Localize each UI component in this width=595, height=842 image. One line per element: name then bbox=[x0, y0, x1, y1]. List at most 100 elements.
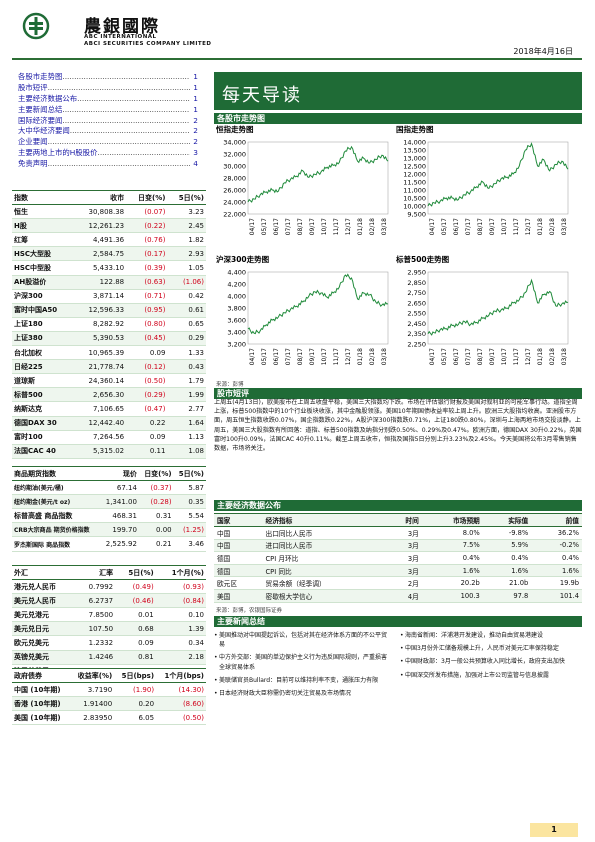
toc-item[interactable]: 企业要闻....................................… bbox=[18, 137, 198, 148]
toc-item[interactable]: 各股市走势图..................................… bbox=[18, 72, 198, 83]
table-cell: 1,341.00 bbox=[100, 494, 139, 510]
x-tick-label: 01/18 bbox=[357, 348, 364, 365]
table-cell: 密歇根大学信心 bbox=[262, 589, 386, 603]
table-cell: HSC大型股 bbox=[12, 246, 75, 262]
table-cell: 0.00 bbox=[138, 522, 174, 538]
table-cell: 8,282.92 bbox=[74, 317, 127, 332]
toc-item-label: 企业要闻 bbox=[18, 137, 48, 147]
abc-logo-icon bbox=[22, 12, 72, 40]
table-cell: 12,596.33 bbox=[74, 303, 127, 318]
econ-section-title: 主要经济数据公布 bbox=[214, 500, 582, 511]
table-cell: 1.13 bbox=[167, 430, 206, 445]
table-cell: (0.29) bbox=[126, 387, 168, 403]
plot-frame bbox=[247, 141, 389, 215]
table-cell: 0.35 bbox=[173, 494, 206, 510]
table-cell: 0.10 bbox=[155, 607, 206, 623]
x-tick-label: 12/17 bbox=[345, 218, 352, 235]
table-cell: 富时100 bbox=[12, 430, 75, 445]
table-cell: 1.79 bbox=[167, 373, 206, 389]
table-cell: (0.50) bbox=[126, 373, 168, 389]
toc-item[interactable]: 主要新闻总结..................................… bbox=[18, 105, 198, 116]
table-cell: 8.0% bbox=[421, 526, 483, 540]
table-cell: 12,442.40 bbox=[74, 416, 127, 431]
toc-item-page: 1 bbox=[193, 104, 198, 114]
x-tick-label: 10/17 bbox=[501, 218, 508, 235]
headline-item: 中方外交部：美国的单边保护主义行为违反国际规则，严重损害全球贸易体系 bbox=[214, 653, 392, 671]
table-header: 收市 bbox=[74, 189, 127, 206]
table-cell: 中国 bbox=[214, 526, 263, 540]
x-tick-label: 08/17 bbox=[297, 218, 304, 235]
y-tick-label: 4,200 bbox=[227, 281, 246, 289]
table-cell: 0.31 bbox=[138, 508, 174, 524]
x-tick-label: 05/17 bbox=[261, 348, 268, 365]
table-cell: 7.8500 bbox=[75, 607, 116, 623]
table-cell: 标普500 bbox=[12, 387, 75, 403]
table-cell: CPI 同比 bbox=[262, 564, 386, 578]
table-cell: 2,525.92 bbox=[100, 536, 139, 552]
table-cell: 2.77 bbox=[167, 401, 206, 417]
table-cell: 沪深300 bbox=[12, 289, 75, 304]
table-header: 实际值 bbox=[482, 513, 532, 527]
table-cell: 上证380 bbox=[12, 331, 75, 347]
x-tick-label: 09/17 bbox=[309, 348, 316, 365]
plot-frame bbox=[247, 271, 389, 345]
table-row: 法国CAC 40 5,315.02 0.11 1.08 bbox=[12, 444, 206, 459]
table-row: 港元兑人民币 0.7992 (0.49) (0.93) bbox=[12, 579, 206, 595]
indices-table: 指数 收市 日变(%) 5日(%) 恒生 30,808.38 (0.07) 3.23 H股 12,… bbox=[12, 189, 206, 459]
table-cell: (0.80) bbox=[126, 317, 168, 332]
y-tick-label: 13,500 bbox=[403, 147, 426, 155]
toc-item-page: 2 bbox=[193, 126, 198, 136]
table-cell: (0.95) bbox=[126, 303, 168, 318]
table-header: 汇率 bbox=[75, 564, 116, 581]
toc-item[interactable]: 主要两地上市的H股股价.............................… bbox=[18, 148, 198, 159]
table-cell: (0.63) bbox=[126, 275, 168, 290]
x-tick-label: 06/17 bbox=[453, 218, 460, 235]
headlines-left: 美国推动对中国提起诉讼，包括对其在经济体系方面的不公平贸易中方外交部：美国的单边… bbox=[214, 631, 392, 702]
table-cell: 20.2b bbox=[421, 576, 483, 590]
x-tick-label: 09/17 bbox=[309, 218, 316, 235]
table-cell: (0.28) bbox=[138, 494, 174, 510]
table-header: 指数 bbox=[12, 189, 75, 206]
table-cell: 36.2% bbox=[531, 526, 582, 540]
table-row: 标普高盛 商品指数 468.31 0.31 5.54 bbox=[12, 508, 206, 524]
table-row: 纽约期金(美元/t oz) 1,341.00 (0.28) 0.35 bbox=[12, 494, 206, 510]
table-cell: 0.61 bbox=[167, 303, 206, 318]
x-tick-label: 11/17 bbox=[513, 348, 520, 365]
table-cell: 德国 bbox=[214, 564, 263, 578]
table-cell: 1.39 bbox=[155, 621, 206, 637]
table-cell: (8.60) bbox=[156, 696, 206, 712]
table-cell: 107.50 bbox=[75, 621, 116, 637]
news-section-title: 股市短评 bbox=[214, 388, 582, 399]
toc-leader: ........................................… bbox=[47, 159, 190, 169]
x-tick-label: 07/17 bbox=[285, 348, 292, 365]
toc-item-page: 2 bbox=[193, 115, 198, 125]
table-cell: 5.54 bbox=[173, 508, 206, 524]
toc-item[interactable]: 主要经济数据公布................................… bbox=[18, 94, 198, 105]
table-cell: 3,871.14 bbox=[74, 289, 127, 304]
table-cell: 0.34 bbox=[155, 635, 206, 651]
y-tick-label: 12,000 bbox=[403, 171, 426, 179]
headline-item: 美国推动对中国提起诉讼，包括对其在经济体系方面的不公平贸易 bbox=[214, 631, 392, 649]
table-cell: 1.82 bbox=[167, 232, 206, 248]
table-cell: 0.11 bbox=[126, 444, 168, 459]
table-cell: 欧元兑美元 bbox=[12, 635, 76, 651]
table-row: 富时中国A50 12,596.33 (0.95) 0.61 bbox=[12, 303, 206, 318]
table-row: 恒生 30,808.38 (0.07) 3.23 bbox=[12, 204, 206, 220]
table-cell: 0.20 bbox=[114, 696, 157, 712]
table-cell: 5,433.10 bbox=[74, 260, 127, 276]
table-cell: 1.33 bbox=[167, 345, 206, 361]
x-tick-label: 05/17 bbox=[441, 218, 448, 235]
table-cell: 97.8 bbox=[482, 589, 532, 603]
y-tick-label: 14,000 bbox=[403, 139, 426, 147]
table-cell: 港元兑人民币 bbox=[12, 579, 76, 595]
table-cell: 1.64 bbox=[167, 416, 206, 431]
table-cell: 7.5% bbox=[421, 539, 483, 553]
table-row: 富时100 7,264.56 0.09 1.13 bbox=[12, 430, 206, 445]
table-row: AH股溢价 122.88 (0.63) (1.06) bbox=[12, 275, 206, 290]
toc-item[interactable]: 国际经济要闻..................................… bbox=[18, 116, 198, 127]
table-cell: 0.43 bbox=[167, 359, 206, 375]
toc-item[interactable]: 大中华经济要闻.................................… bbox=[18, 126, 198, 137]
toc-item[interactable]: 股市短评....................................… bbox=[18, 83, 198, 94]
table-cell: 2,656.30 bbox=[74, 387, 127, 403]
toc-item[interactable]: 免责声明....................................… bbox=[18, 159, 198, 170]
